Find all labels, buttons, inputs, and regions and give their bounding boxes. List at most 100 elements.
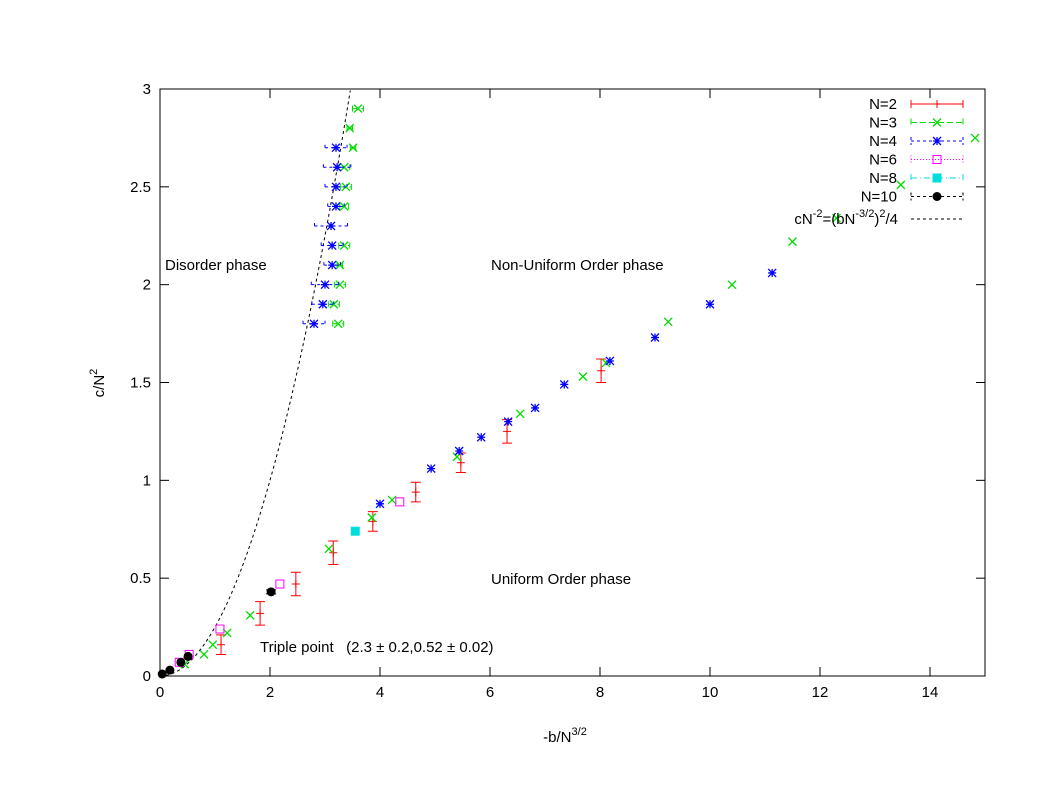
data-point: [331, 201, 341, 211]
data-point: [348, 143, 358, 153]
legend-marker: [933, 100, 941, 108]
data-point: [327, 241, 337, 250]
data-point: [426, 464, 436, 474]
legend-marker: [932, 155, 942, 164]
data-point: [331, 182, 341, 192]
data-point: [333, 319, 343, 329]
data-point: [199, 650, 209, 659]
data-point: [705, 299, 715, 309]
data-point: [395, 497, 405, 507]
legend-label: N=2: [869, 96, 897, 113]
legend-marker: [932, 136, 942, 146]
legend-entry: N=3: [869, 115, 964, 132]
data-point: [291, 580, 300, 589]
data-point: [515, 409, 525, 419]
legend-entry: N=6: [869, 152, 964, 169]
data-point: [275, 579, 285, 589]
data-point: [335, 280, 345, 290]
legend-line: [910, 118, 964, 127]
data-point: [208, 640, 218, 650]
data-point: [326, 221, 336, 231]
x-tick-label: 0: [156, 684, 164, 701]
data-point: [329, 548, 338, 557]
series-n-8: [350, 526, 360, 536]
legend-entry: N=8: [869, 170, 964, 187]
data-point: [970, 133, 980, 143]
data-point: [476, 432, 486, 442]
data-point: [332, 162, 342, 172]
data-point: [217, 640, 226, 649]
y-tick-label: 3: [143, 81, 151, 98]
legend-line: [910, 155, 964, 164]
x-axis-label: -b/N3/2: [543, 726, 587, 746]
data-point: [503, 427, 512, 436]
y-tick-label: 0: [143, 668, 151, 685]
data-point: [353, 104, 363, 114]
data-point: [339, 241, 349, 250]
data-point: [387, 495, 397, 505]
y-tick-label: 1: [143, 472, 151, 489]
data-point: [411, 488, 420, 497]
data-point: [367, 513, 377, 522]
data-point: [320, 280, 330, 290]
data-point: [165, 665, 175, 675]
curve-layer: [160, 90, 351, 677]
axis-ticks: 0 2 4 6 8 10 12 14 0 0.5 1 1.5 2 2.5 3: [130, 81, 985, 701]
data-point: [650, 333, 660, 342]
legend-entry-curve: cN-2=(bN-3/2)2/4: [794, 208, 963, 228]
legend-entry: N=4: [869, 133, 964, 150]
error-bar: [314, 222, 349, 229]
data-point: [350, 526, 360, 536]
legend-marker: [932, 118, 942, 127]
boundary-curve: [160, 90, 351, 677]
data-point: [215, 624, 225, 634]
data-point: [832, 213, 841, 223]
data-point: [597, 366, 606, 375]
legend-label: N=4: [869, 133, 897, 150]
data-point: [727, 280, 737, 290]
x-tick-label: 10: [702, 684, 719, 701]
error-bar: [320, 242, 344, 249]
x-tick-label: 14: [922, 684, 939, 701]
data-point: [663, 317, 673, 327]
annotation-uniform: Uniform Order phase: [491, 571, 631, 588]
data-point: [324, 544, 334, 554]
series-n-2: [216, 358, 607, 655]
x-tick-label: 12: [812, 684, 829, 701]
y-tick-label: 2.5: [130, 179, 151, 196]
data-point: [318, 299, 328, 309]
data-point: [335, 260, 345, 270]
series-n-10: [157, 587, 277, 679]
data-point: [245, 610, 255, 620]
data-point: [788, 237, 797, 247]
annotation-nonuniform: Non-Uniform Order phase: [491, 257, 664, 274]
data-point: [183, 651, 193, 661]
x-tick-label: 8: [596, 684, 604, 701]
x-tick-label: 4: [376, 684, 384, 701]
data-point: [767, 268, 777, 278]
data-point: [559, 379, 569, 389]
legend-label: N=8: [869, 170, 897, 187]
data-point: [375, 499, 385, 509]
y-tick-label: 1.5: [130, 375, 151, 392]
data-point: [309, 319, 319, 329]
data-point: [605, 356, 615, 366]
plot-frame: [159, 88, 986, 677]
data-point: [176, 657, 186, 667]
y-tick-label: 2: [143, 277, 151, 294]
data-point: [345, 123, 355, 133]
annotation-triple-point: Triple point (2.3 ± 0.2,0.52 ± 0.02): [260, 639, 494, 656]
error-bar: [324, 183, 348, 190]
legend-entry: N=2: [869, 96, 964, 113]
series-n-4: [302, 143, 777, 509]
data-point: [578, 372, 588, 382]
data-point: [331, 143, 341, 153]
error-bar: [311, 301, 335, 308]
data-point: [503, 417, 513, 427]
y-tick-label: 0.5: [130, 570, 151, 587]
legend-entry: N=10: [861, 189, 964, 206]
legend-marker: [932, 192, 942, 201]
data-point: [256, 609, 265, 618]
legend-label: N=3: [869, 115, 897, 132]
